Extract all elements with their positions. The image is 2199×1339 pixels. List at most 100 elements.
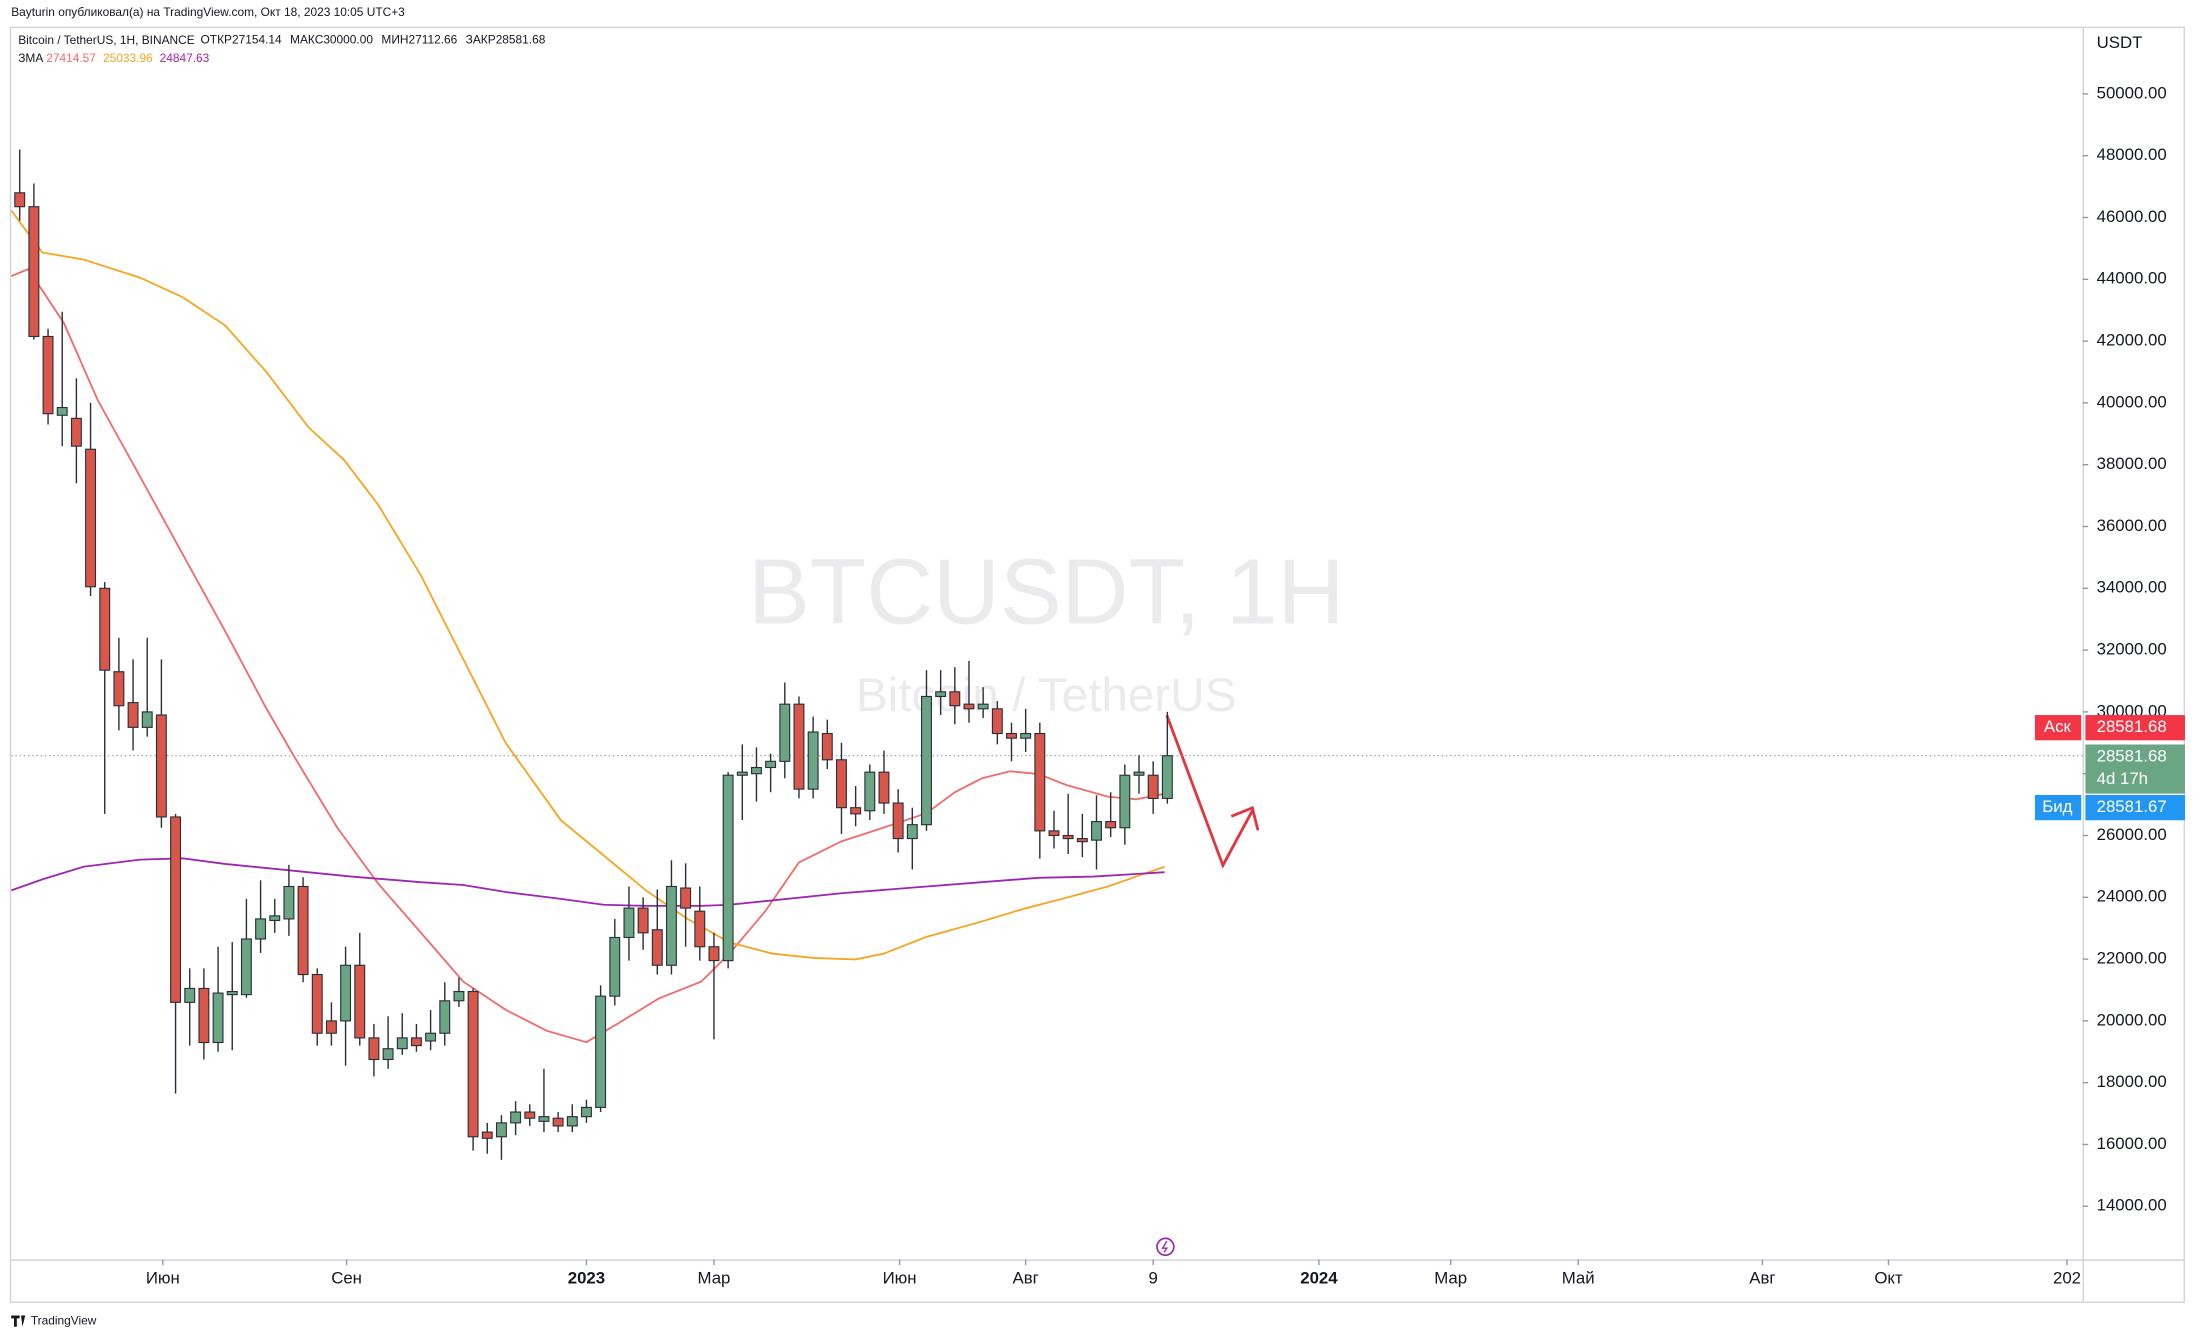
candle [892,789,904,853]
candle [736,744,748,821]
moving-average [11,857,1165,907]
candle [977,687,989,719]
candle-body [538,1116,550,1122]
x-tick-label: 2024 [1300,1269,1338,1288]
candle [680,863,692,947]
candle [1006,722,1017,762]
candle-body [623,907,635,939]
x-tick-label: Май [1562,1269,1595,1288]
x-tick-label: 9 [1148,1269,1157,1288]
ohlc-value: 27154.14 [232,33,282,47]
x-tick-label: Июн [883,1269,917,1288]
ask-value-bg [2085,715,2185,741]
x-tick-label: Окт [1874,1269,1903,1288]
candle [1034,722,1046,859]
bid-tag: Бид [2042,797,2072,816]
candle [212,946,224,1052]
candle [524,1104,536,1126]
candle [141,637,153,737]
candle [1062,793,1074,855]
bid-value-bg [2085,794,2185,821]
candle [481,1122,493,1154]
moving-average [11,268,1165,1044]
candle-body [226,990,238,996]
candle-body [56,406,68,416]
ohlc-label: МИН [381,33,408,47]
candle [878,750,890,814]
candle-body [325,1020,337,1034]
candle [793,696,805,799]
candle-body [963,703,975,710]
countdown: 4d 17h [2097,769,2148,788]
logo-mark [11,1315,26,1327]
candle-body [722,774,734,962]
candle [453,977,465,1007]
candle-body [1119,774,1131,829]
y-tick-label: 42000.00 [2097,331,2167,350]
candle-body [1147,774,1159,799]
candle-body [906,824,918,840]
candle-body [1020,732,1032,739]
candle [42,328,54,425]
candle [155,659,167,828]
candle [651,889,663,975]
event-circle [1156,1237,1175,1257]
x-tick-label: Авг [1749,1269,1775,1288]
candle [580,1099,592,1123]
candle-body [1091,821,1102,841]
candle [935,670,947,715]
ohlc-value: 27112.66 [408,33,457,47]
candle-body [935,691,947,698]
candle-body [368,1037,380,1061]
event-bolt [1161,1240,1169,1253]
candle-body [750,766,762,775]
arrow-head [1230,805,1260,831]
candle [510,1101,522,1136]
candle-body [42,335,54,415]
candle [836,742,847,834]
watermark: BTCUSDT, 1H [748,539,1345,643]
candle [864,764,876,821]
candle [765,753,777,793]
candle-body [1161,755,1173,799]
x-tick-label: Июн [146,1269,180,1288]
candle [170,813,182,1094]
ask-tag: Аск [2044,717,2072,736]
indicator-value: 25033.96 [103,51,153,65]
candle [226,942,238,1051]
ask-tag-bg [2034,715,2082,741]
candle-body [779,703,791,762]
y-tick-label: 22000.00 [2097,949,2167,968]
candle-body [297,885,309,976]
y-tick-label: 46000.00 [2097,207,2167,226]
candle [722,772,734,969]
y-tick-label: 14000.00 [2097,1196,2167,1215]
candle-body [14,192,26,208]
candle [425,1010,437,1051]
candle-body [453,990,465,1002]
candle [665,860,677,975]
y-tick-label: 18000.00 [2097,1072,2167,1091]
candle [949,667,961,725]
candle [906,807,918,870]
candle [56,311,68,447]
candle-body [283,885,295,920]
y-tick-label: 50000.00 [2097,83,2167,102]
candle-body [991,708,1003,735]
ohlc-label: ОТКР [201,33,232,47]
moving-average [11,209,1165,961]
candle-body [595,995,607,1108]
candle-body [878,771,890,804]
candle [1048,810,1060,849]
candle-body [155,714,167,818]
candle-body [1048,830,1060,837]
candle-body [170,816,182,1003]
candle [821,719,833,770]
candle [396,1013,408,1055]
candle [779,682,791,779]
candle [991,701,1003,745]
candle [552,1112,564,1133]
indicator-value: 24847.63 [160,51,210,65]
